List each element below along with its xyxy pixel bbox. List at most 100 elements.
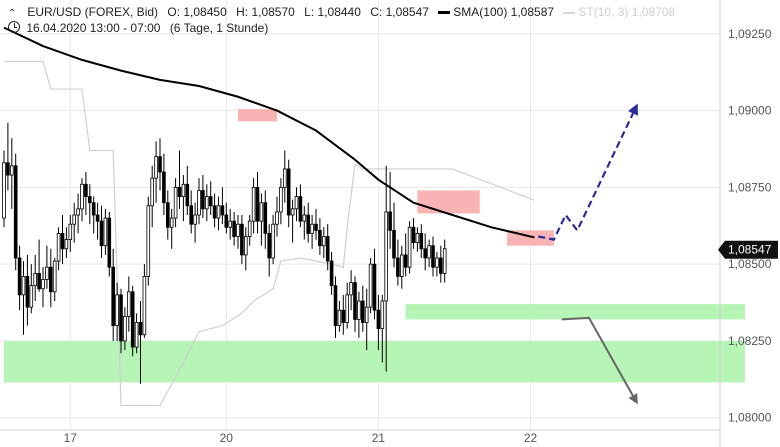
close-value: C: 1,08547 xyxy=(370,5,429,19)
candle-body xyxy=(243,236,248,256)
supertrend-legend[interactable]: ST(10, 3) 1,08708 xyxy=(563,5,675,19)
candle-body xyxy=(376,309,381,330)
projections-layer xyxy=(538,103,638,405)
collapse-chevron-icon[interactable]: ⌃ xyxy=(8,8,17,19)
candle-body xyxy=(37,272,41,290)
candle-body xyxy=(17,257,22,296)
supertrend-legend-label: ST(10, 3) xyxy=(578,5,629,19)
high-value: H: 1,08570 xyxy=(236,5,295,19)
candle-body xyxy=(345,294,349,323)
candle-body xyxy=(232,220,236,237)
y-axis: 1,09250 1,09000 1,08750 1,08500 1,08250 1,080… xyxy=(719,0,772,447)
candle-body xyxy=(115,294,119,326)
candle-body xyxy=(84,183,88,197)
last-price-box xyxy=(718,240,778,259)
candle-body xyxy=(123,315,127,342)
candle-body xyxy=(68,223,73,240)
candle-body xyxy=(399,254,404,277)
candle-body xyxy=(435,257,439,268)
last-price-label: 1,08547 xyxy=(728,243,772,257)
candle-body xyxy=(6,162,10,176)
candle-body xyxy=(306,214,310,234)
candle-body xyxy=(80,183,84,210)
candle-body xyxy=(204,196,209,210)
candle-body xyxy=(107,217,112,268)
candles-layer xyxy=(2,122,447,384)
candle-body xyxy=(134,322,139,348)
candle-body xyxy=(240,223,244,256)
candle-body xyxy=(298,196,303,222)
x-tick-label: 22 xyxy=(524,431,538,445)
candle-body xyxy=(325,236,330,262)
x-axis: 17 20 21 22 xyxy=(0,429,720,445)
y-tick-label: 1,08000 xyxy=(728,411,772,425)
candle-body xyxy=(267,233,271,259)
candle-body xyxy=(442,248,447,274)
candle-body xyxy=(220,205,225,216)
candle-body xyxy=(423,248,427,259)
low-value: L: 1,08440 xyxy=(304,5,361,19)
bullish-projection-arrow xyxy=(538,103,638,241)
sma-legend-label: SMA(100) xyxy=(453,5,508,19)
sma-swatch-icon xyxy=(438,11,451,15)
candle-body xyxy=(384,211,388,302)
candle-body xyxy=(415,233,420,244)
candle-body xyxy=(427,245,431,259)
sma-legend[interactable]: SMA(100) 1,08587 xyxy=(438,5,557,19)
candle-body xyxy=(368,263,373,308)
candle-body xyxy=(64,239,69,250)
candle-body xyxy=(56,233,61,262)
candle-body xyxy=(13,165,18,259)
candle-body xyxy=(290,208,295,216)
candle-body xyxy=(127,291,131,317)
candle-body xyxy=(95,214,100,222)
sma-layer xyxy=(3,26,535,239)
candle-body xyxy=(438,257,443,274)
candle-body xyxy=(146,205,151,277)
candle-body xyxy=(337,309,342,326)
candle-body xyxy=(380,300,385,330)
header-row-time: 16.04.2020 13:00 - 07:00 (6 Tage, 1 Stun… xyxy=(8,20,274,36)
candle-body xyxy=(138,322,143,336)
candle-body xyxy=(142,276,147,336)
y-tick-label: 1,08250 xyxy=(728,334,772,348)
candle-body xyxy=(271,223,275,259)
y-tick-label: 1,09000 xyxy=(728,104,772,118)
candle-body xyxy=(357,300,361,320)
supertrend-legend-value: 1,08708 xyxy=(631,5,676,19)
sma-line xyxy=(3,26,535,239)
candle-body xyxy=(411,226,416,244)
candle-body xyxy=(103,217,108,247)
candle-body xyxy=(236,223,240,237)
candle-body xyxy=(212,205,217,219)
clock-icon xyxy=(8,21,20,33)
candle-body xyxy=(364,306,369,323)
candle-body xyxy=(321,236,326,247)
open-value: O: 1,08450 xyxy=(167,5,227,19)
sma-legend-value: 1,08587 xyxy=(510,5,555,19)
candle-body xyxy=(60,233,65,250)
zones-layer xyxy=(4,109,745,383)
candle-body xyxy=(259,202,264,222)
candle-body xyxy=(349,282,353,296)
candle-body xyxy=(314,223,318,231)
candle-body xyxy=(165,202,170,228)
candle-body xyxy=(279,186,283,213)
time-range: 16.04.2020 13:00 - 07:00 xyxy=(26,21,161,35)
candle-body xyxy=(25,276,30,308)
candle-body xyxy=(201,190,205,210)
support-zone xyxy=(4,340,745,383)
candle-body xyxy=(318,229,322,247)
x-tick-label: 21 xyxy=(372,431,386,445)
candle-body xyxy=(255,186,260,222)
candle-body xyxy=(302,214,307,222)
candle-body xyxy=(388,211,392,231)
candle-body xyxy=(173,186,178,219)
candle-body xyxy=(29,285,34,308)
x-tick-label: 17 xyxy=(64,431,78,445)
y-tick-label: 1,08750 xyxy=(728,180,772,194)
candle-body xyxy=(310,223,314,234)
support-zone xyxy=(405,304,745,320)
candle-body xyxy=(286,168,291,216)
